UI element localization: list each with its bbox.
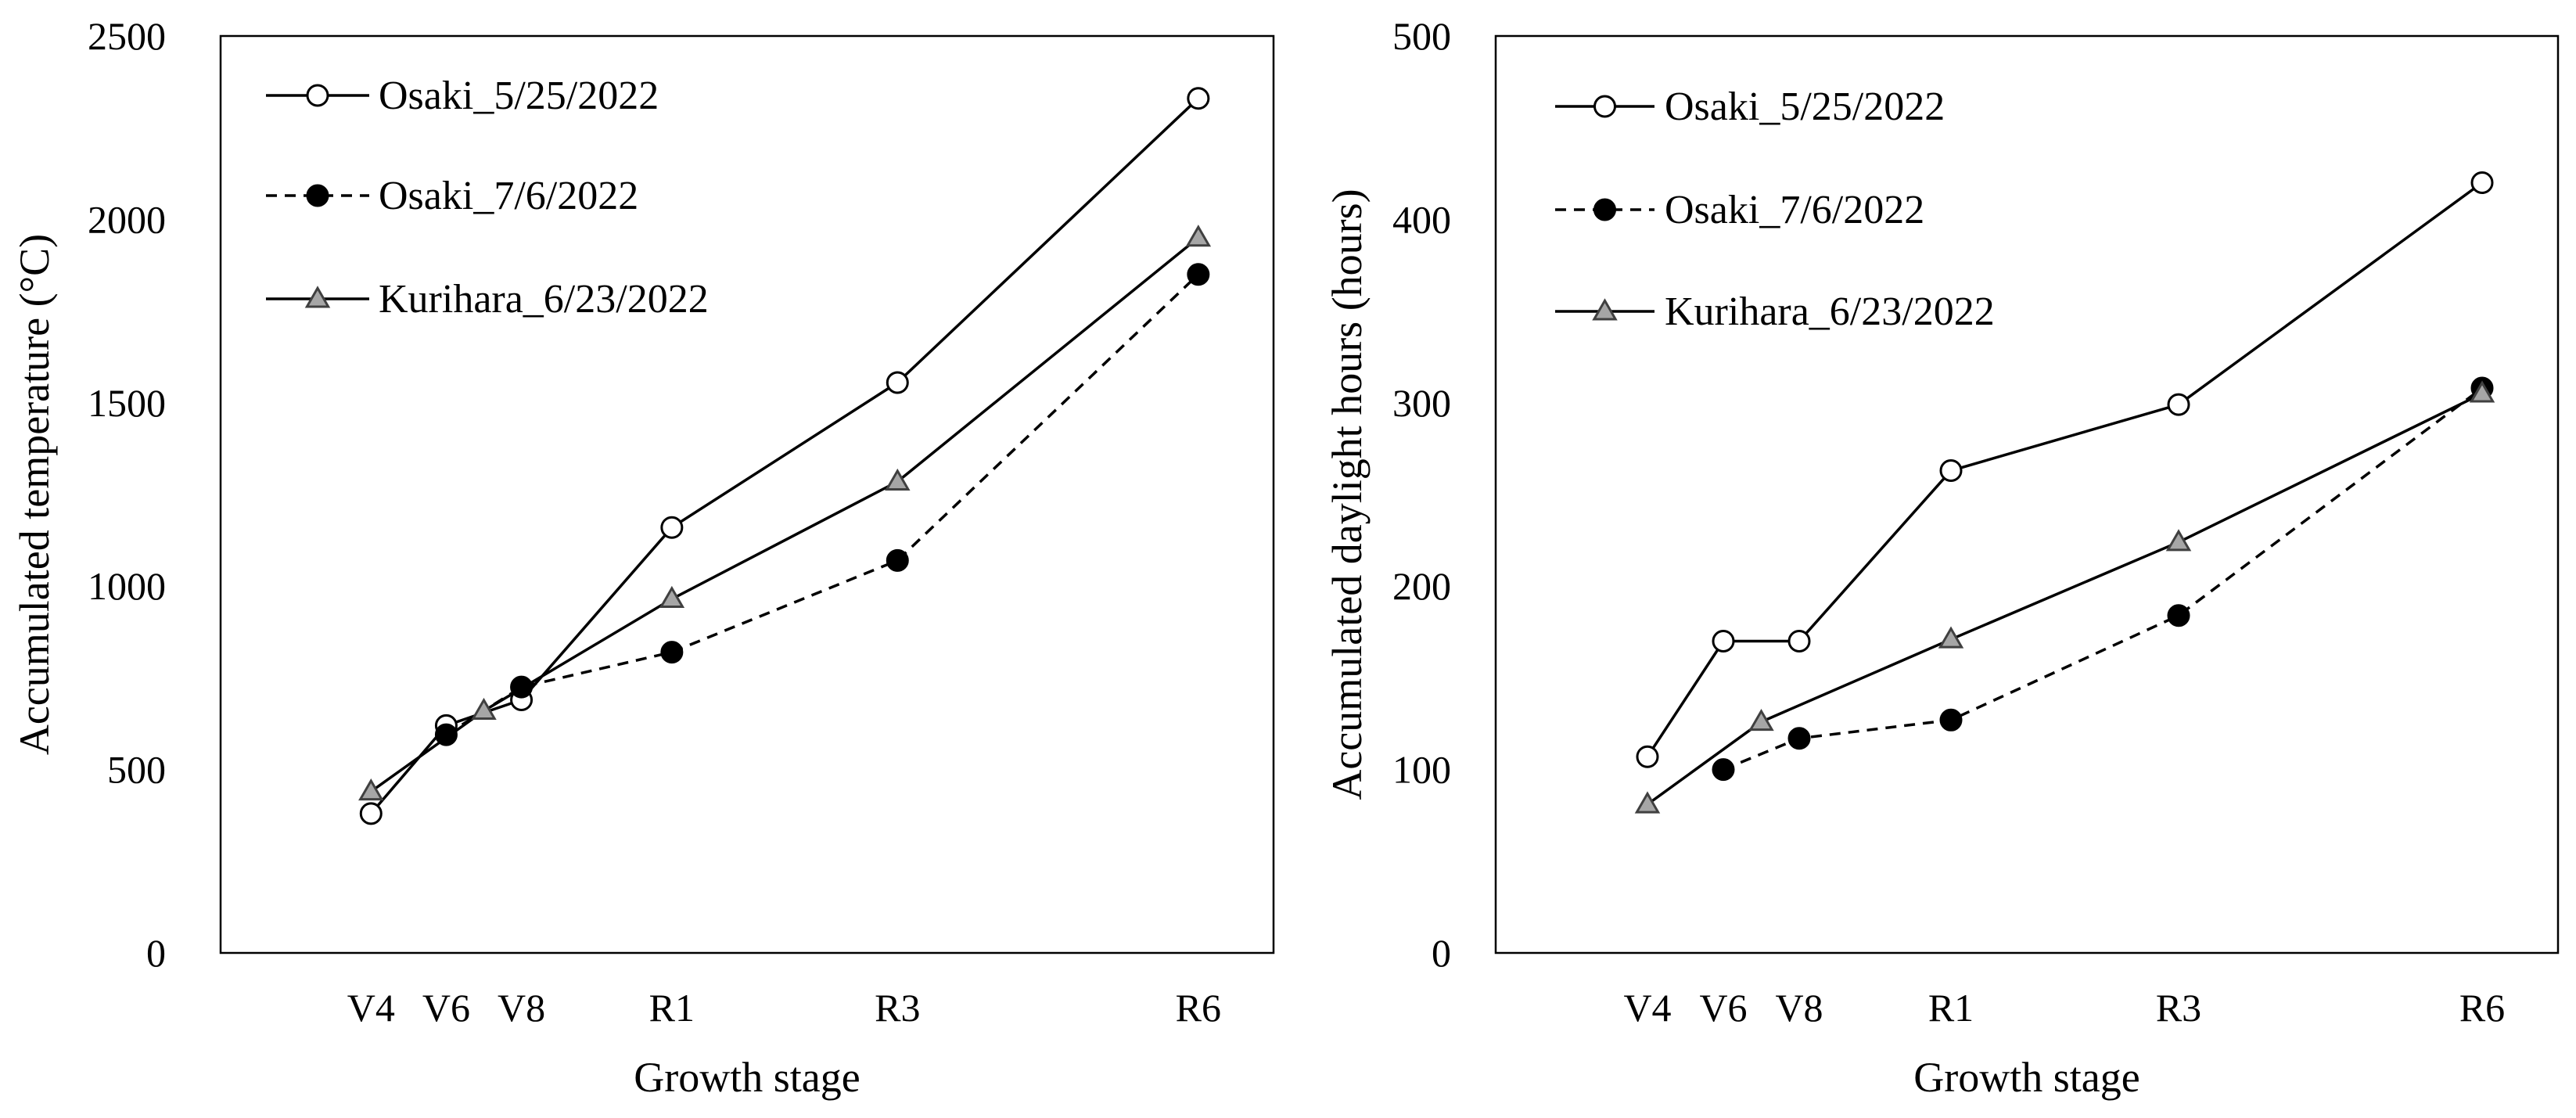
y-tick-label: 0 — [1432, 931, 1451, 975]
data-point — [1712, 758, 1735, 782]
data-point — [886, 371, 909, 394]
legend-label: Osaki_7/6/2022 — [379, 174, 638, 218]
data-point — [1938, 626, 1964, 649]
legend-marker — [1593, 95, 1616, 118]
data-point — [2469, 380, 2495, 403]
y-tick-label: 0 — [146, 931, 166, 975]
y-tick-label: 100 — [1392, 748, 1451, 792]
x-tick-label: R6 — [2459, 986, 2505, 1030]
data-point — [358, 778, 384, 801]
data-point — [1939, 459, 1963, 483]
x-tick-label: V6 — [1699, 986, 1747, 1030]
data-point — [1634, 791, 1661, 814]
legend-marker — [306, 184, 329, 207]
y-axis-title: Accumulated daylight hours (hours) — [1324, 189, 1371, 800]
y-tick-label: 1000 — [88, 564, 166, 608]
x-tick-label: V4 — [347, 986, 395, 1030]
x-axis-title: Growth stage — [1913, 1054, 2139, 1101]
x-tick-label: V4 — [1623, 986, 1671, 1030]
series-Osaki_7/6/2022 — [1712, 376, 2494, 782]
x-tick-label: R1 — [649, 986, 695, 1030]
data-point — [1187, 263, 1210, 286]
legend-label: Kurihara_6/23/2022 — [1665, 289, 1995, 334]
y-tick-label: 1500 — [88, 381, 166, 425]
data-point — [1636, 745, 1659, 768]
data-point — [471, 697, 497, 721]
data-point — [2167, 604, 2190, 627]
data-point — [2470, 171, 2494, 195]
x-tick-label: V8 — [498, 986, 545, 1030]
x-tick-label: R6 — [1176, 986, 1221, 1030]
data-point — [1939, 708, 1963, 732]
data-point — [1185, 225, 1212, 247]
legend-marker — [304, 286, 331, 308]
data-point — [2165, 529, 2192, 552]
legend-label: Osaki_5/25/2022 — [1665, 84, 1945, 129]
legend-marker — [1593, 198, 1616, 221]
series-Osaki_5/25/2022 — [359, 87, 1210, 825]
y-tick-label: 200 — [1392, 564, 1451, 608]
x-tick-label: V8 — [1775, 986, 1823, 1030]
x-tick-label: R3 — [2156, 986, 2201, 1030]
chart-1: 0 500 1000 1500 2000 2500 V4 V6 V8 R1 R3 R6 Growth s… — [11, 14, 1275, 1101]
data-point — [359, 802, 383, 825]
legend: Osaki_5/25/2022 Osaki_7/6/2022 Kurihara_6/… — [266, 74, 709, 322]
data-point — [660, 516, 684, 539]
data-point — [659, 585, 685, 609]
x-tick-label: V6 — [422, 986, 470, 1030]
data-point — [886, 548, 909, 572]
series-Osaki_7/6/2022 — [434, 263, 1210, 746]
x-tick-label: R3 — [875, 986, 920, 1030]
series-line — [369, 97, 1200, 814]
data-point — [1787, 630, 1811, 653]
y-axis-title: Accumulated temperature (°C) — [11, 234, 58, 755]
legend-marker — [1592, 298, 1618, 321]
data-point — [1787, 727, 1811, 750]
data-point — [1187, 87, 1210, 110]
legend-label: Osaki_7/6/2022 — [1665, 188, 1924, 232]
data-point — [660, 641, 684, 664]
legend-label: Kurihara_6/23/2022 — [379, 277, 709, 322]
y-tick-label: 300 — [1392, 381, 1451, 425]
data-point — [1748, 708, 1774, 732]
y-tick-label: 2000 — [88, 197, 166, 241]
y-tick-label: 500 — [107, 748, 166, 792]
series-line — [1723, 386, 2484, 771]
series-Kurihara_6/23/2022 — [358, 225, 1212, 801]
series-Kurihara_6/23/2022 — [1634, 380, 2495, 814]
legend: Osaki_5/25/2022 Osaki_7/6/2022 Kurihara_6/… — [1555, 84, 1995, 334]
y-tick-label: 2500 — [88, 14, 166, 58]
series-Osaki_5/25/2022 — [1636, 171, 2494, 768]
plot-area-frame — [219, 34, 1275, 954]
legend-marker — [306, 84, 329, 107]
legend-label: Osaki_5/25/2022 — [379, 74, 659, 118]
plot-area-frame — [1494, 34, 2560, 954]
x-tick-label: R1 — [1928, 986, 1974, 1030]
data-point — [1712, 630, 1735, 653]
series-line — [1646, 182, 2484, 758]
y-tick-label: 400 — [1392, 197, 1451, 241]
data-point — [2167, 393, 2190, 416]
chart-2: 0 100 200 300 400 500 V4 V6 V8 R1 R3 R6 Growth stage… — [1324, 14, 2560, 1101]
x-axis-title: Growth stage — [634, 1054, 860, 1101]
series-line — [1646, 392, 2483, 806]
data-point — [885, 468, 911, 491]
y-tick-label: 500 — [1392, 14, 1451, 58]
